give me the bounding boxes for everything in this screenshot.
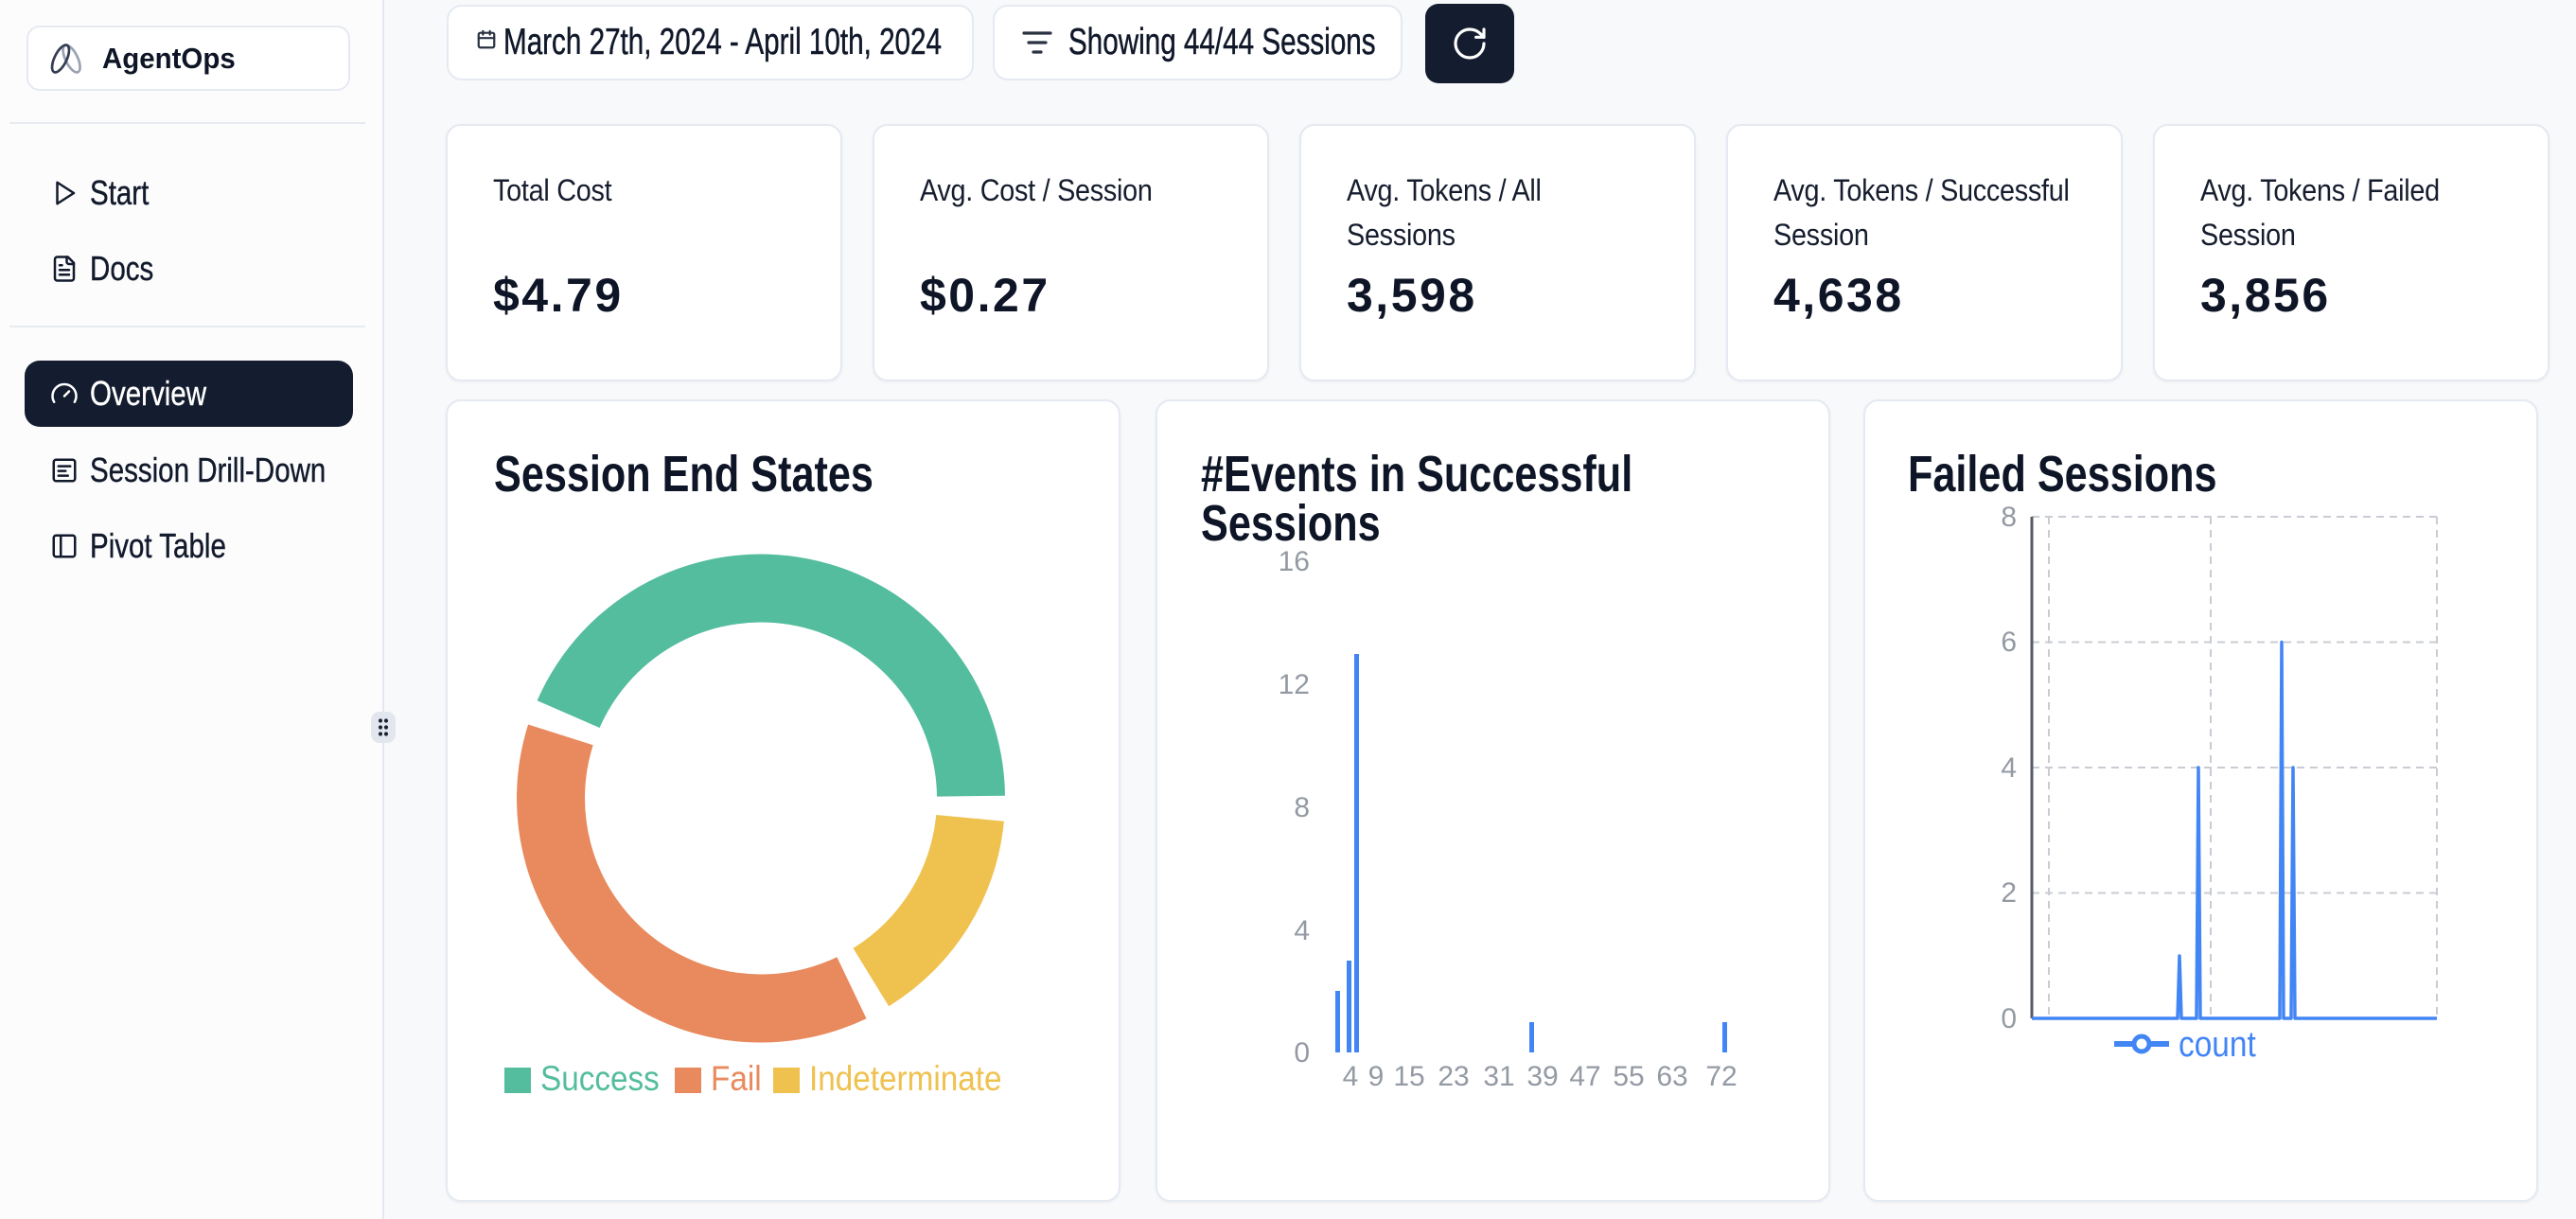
svg-text:6: 6 [2001,627,2017,658]
svg-text:72: 72 [1705,1061,1737,1092]
svg-text:2: 2 [2001,877,2017,909]
svg-text:39: 39 [1526,1061,1558,1092]
svg-text:47: 47 [1569,1061,1600,1092]
svg-text:count: count [2179,1024,2256,1064]
svg-text:23: 23 [1438,1061,1469,1092]
svg-text:0: 0 [1294,1037,1310,1069]
svg-text:Fail: Fail [711,1059,762,1098]
svg-text:16: 16 [1279,546,1310,577]
svg-text:55: 55 [1613,1061,1644,1092]
svg-text:31: 31 [1483,1061,1514,1092]
svg-text:15: 15 [1393,1061,1424,1092]
svg-text:8: 8 [1294,792,1310,823]
svg-text:8: 8 [2001,502,2017,533]
svg-text:4: 4 [1343,1061,1359,1092]
svg-text:0: 0 [2001,1003,2017,1034]
svg-text:Success: Success [540,1059,660,1098]
svg-text:63: 63 [1656,1061,1687,1092]
svg-text:4: 4 [1294,915,1310,946]
svg-text:Indeterminate: Indeterminate [809,1059,1002,1098]
svg-text:9: 9 [1368,1061,1385,1092]
svg-text:4: 4 [2001,752,2017,784]
svg-text:12: 12 [1279,669,1310,700]
